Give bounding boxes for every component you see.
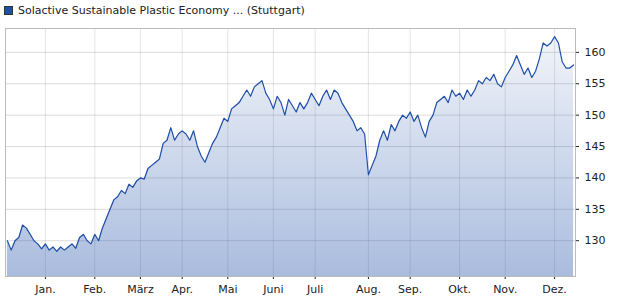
svg-text:140: 140 [585,171,606,184]
svg-text:Juni: Juni [262,283,283,296]
html-text:Solactive Sustainable Plastic: Solactive Sustainable Plastic Economy ..… [18,3,305,17]
svg-text:Jan.: Jan. [34,283,55,296]
svg-text:145: 145 [585,140,606,153]
svg-text:Okt.: Okt. [448,283,471,296]
svg-text:Mai: Mai [218,283,237,296]
svg-text:130: 130 [585,234,606,247]
svg-text:März: März [127,283,154,296]
svg-text:Apr.: Apr. [171,283,193,296]
svg-text:Nov.: Nov. [493,283,517,296]
svg-text:160: 160 [585,46,606,59]
svg-text:Dez.: Dez. [542,283,567,296]
svg-text:Feb.: Feb. [83,283,106,296]
svg-text:135: 135 [585,203,606,216]
svg-text:155: 155 [585,77,606,90]
svg-text:Aug.: Aug. [356,283,381,296]
svg-text:Sep.: Sep. [398,283,422,296]
svg-text:150: 150 [585,109,606,122]
svg-text:Juli: Juli [306,283,323,296]
